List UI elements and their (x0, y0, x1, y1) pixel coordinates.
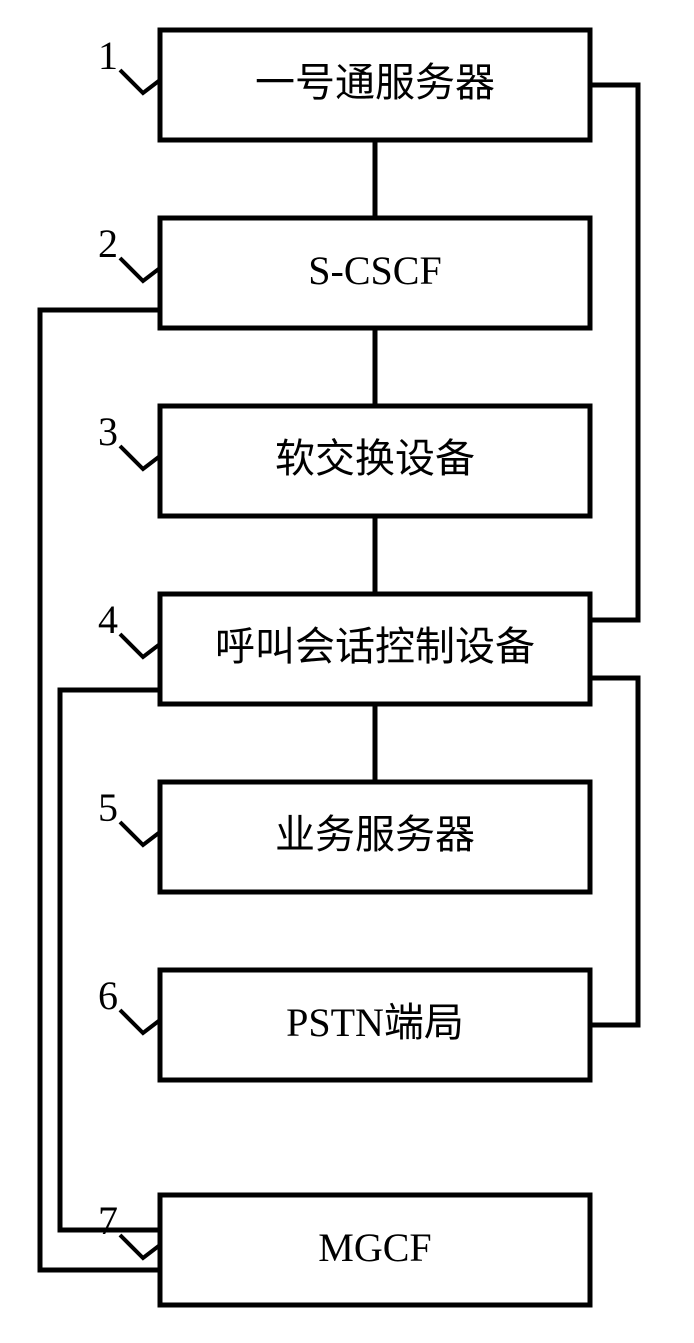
node-label: 软交换设备 (275, 436, 475, 481)
node-label: S-CSCF (308, 248, 441, 293)
node-number: 7 (98, 1198, 118, 1243)
node-n1: 一号通服务器 1 (98, 30, 590, 140)
node-n4: 呼叫会话控制设备 4 (98, 594, 590, 704)
node-n3: 软交换设备 3 (98, 406, 590, 516)
node-number: 3 (98, 409, 118, 454)
node-n5: 业务服务器 5 (98, 782, 590, 892)
leader-line (120, 70, 160, 93)
node-number: 5 (98, 785, 118, 830)
node-number: 2 (98, 221, 118, 266)
connector-e4to6_right (590, 678, 638, 1025)
leader-line (120, 822, 160, 845)
leader-line (120, 446, 160, 469)
leader-line (120, 634, 160, 657)
connector-e4to7_left_outer (60, 690, 160, 1230)
node-n6: PSTN端局 6 (98, 970, 590, 1080)
node-n7: MGCF 7 (98, 1195, 590, 1305)
node-number: 1 (98, 33, 118, 78)
node-n2: S-CSCF 2 (98, 218, 590, 328)
node-number: 4 (98, 597, 118, 642)
node-label: MGCF (318, 1225, 431, 1270)
leader-line (120, 1010, 160, 1033)
node-label: 业务服务器 (275, 812, 475, 857)
node-label: 一号通服务器 (255, 60, 495, 105)
node-label: PSTN端局 (286, 1000, 464, 1045)
node-label: 呼叫会话控制设备 (215, 624, 535, 669)
leader-line (120, 258, 160, 281)
node-number: 6 (98, 973, 118, 1018)
leader-line (120, 1235, 160, 1258)
connector-e1to4_right (590, 85, 638, 620)
